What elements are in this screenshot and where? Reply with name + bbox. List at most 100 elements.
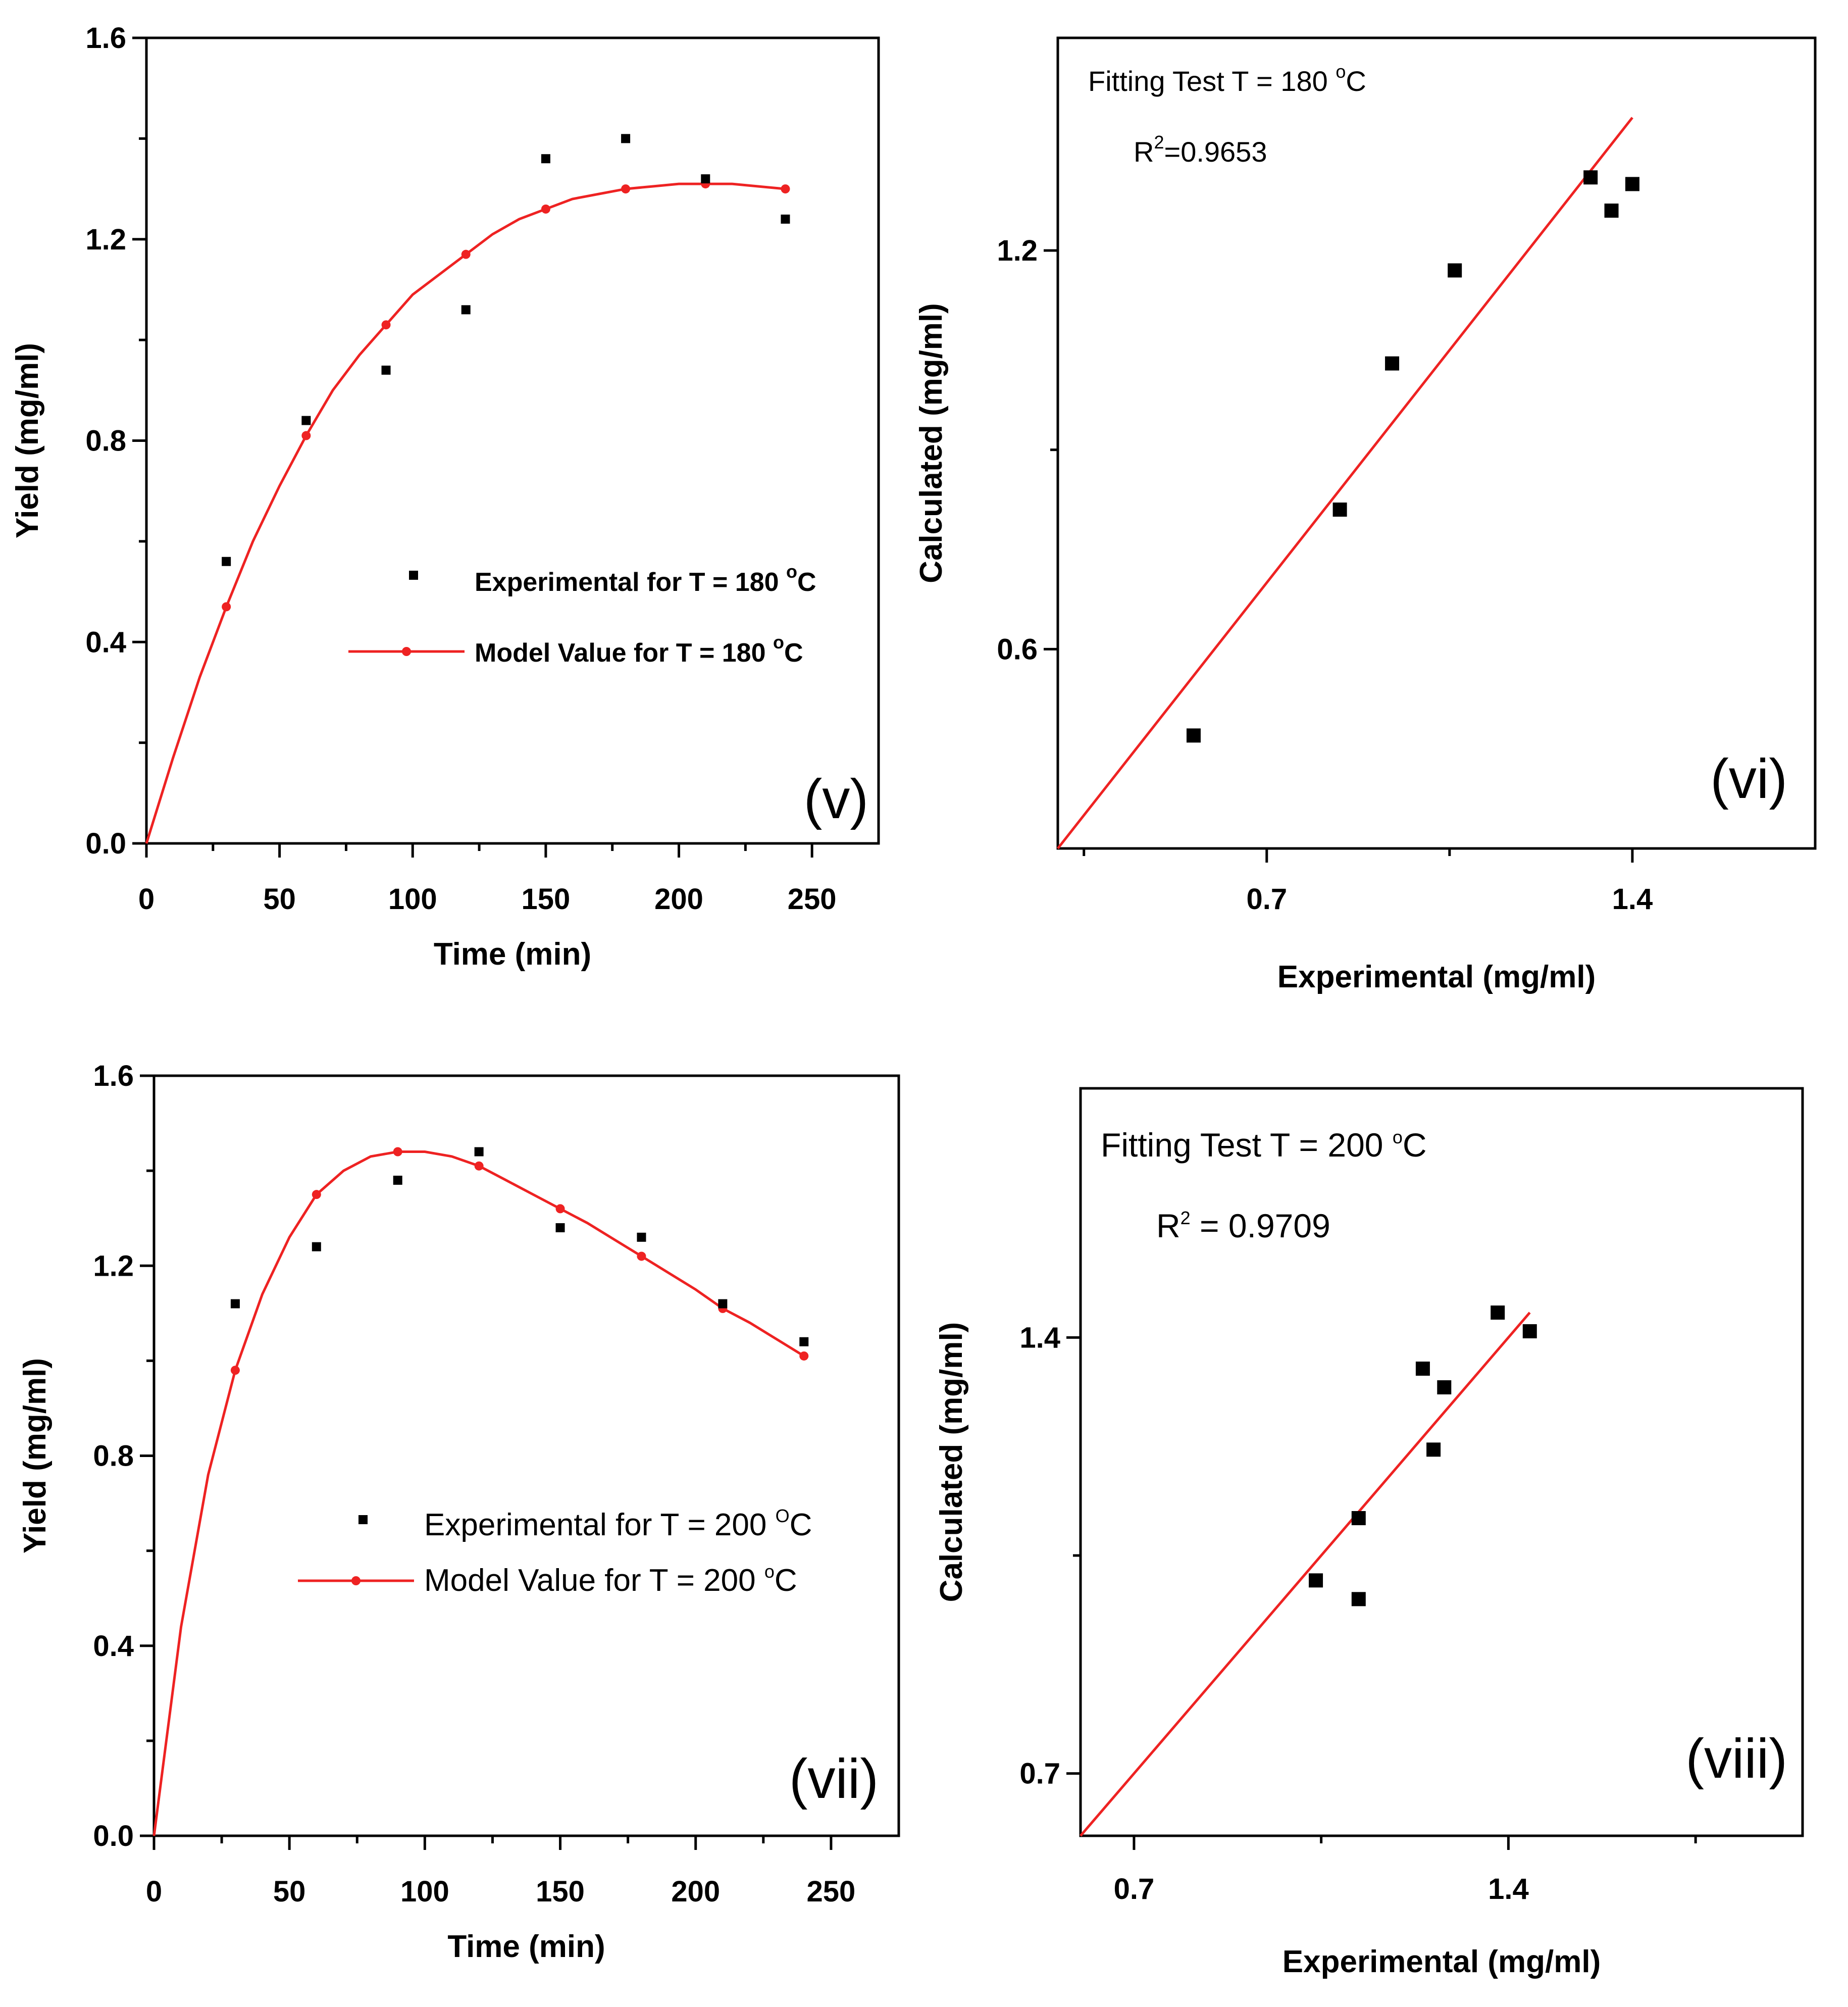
experimental-point: [799, 1337, 809, 1346]
data-point: [1186, 728, 1201, 743]
experimental-point: [461, 305, 471, 315]
x-axis-label: Time (min): [447, 1929, 605, 1964]
panel-vii: 0.0 0.4 0.8 1.2 1.6 0 50 100 150 200 250 Time (min)…: [18, 1060, 900, 1964]
r-squared: R2 = 0.9709: [1156, 1207, 1330, 1244]
y-tick-label: 1.6: [93, 1060, 134, 1092]
x-axis-label: Experimental (mg/ml): [1282, 1944, 1601, 1979]
x-tick-label: 0.7: [1246, 883, 1287, 916]
y-tick-label: 0.4: [85, 626, 126, 659]
fit-title: Fitting Test T = 180 oC: [1088, 61, 1366, 97]
model-point: [555, 1204, 565, 1214]
model-point: [474, 1161, 484, 1171]
x-tick-label: 250: [807, 1875, 856, 1908]
x-tick-label: 100: [400, 1875, 449, 1908]
model-point: [312, 1190, 321, 1199]
x-tick-label: 200: [654, 883, 703, 916]
y-tick-label: 1.2: [93, 1249, 134, 1282]
y-tick-label: 0.0: [93, 1820, 134, 1852]
y-tick-label: 1.6: [85, 22, 126, 55]
y-axis-label: Calculated (mg/ml): [934, 1322, 969, 1602]
panel-label: (vi): [1710, 748, 1787, 810]
data-point: [1583, 170, 1598, 185]
y-tick-label: 0.4: [93, 1630, 134, 1663]
y-tick-label: 1.2: [85, 223, 126, 256]
legend-label-experimental: Experimental for T = 200 OC: [424, 1506, 812, 1542]
data-point: [1604, 204, 1619, 218]
experimental-point: [222, 557, 231, 566]
y-tick-label: 0.8: [85, 425, 126, 458]
x-tick-label: 150: [536, 1875, 585, 1908]
experimental-point: [781, 214, 790, 224]
model-point: [222, 602, 231, 612]
panel-viii: 0.7 1.4 0.7 1.4 Experimental (mg/ml) Calculat…: [934, 1087, 1804, 1979]
y-tick-label: 0.6: [997, 633, 1038, 666]
model-point: [393, 1147, 402, 1157]
panel-label: (vii): [789, 1748, 879, 1810]
legend-marker-experimental: [409, 571, 418, 580]
fit-line: [1080, 1312, 1531, 1837]
plot-frame: [1056, 36, 1817, 850]
data-point: [1437, 1380, 1452, 1394]
y-tick-label: 1.2: [997, 234, 1038, 267]
data-point: [1415, 1362, 1430, 1376]
x-tick-label: 0.7: [1114, 1873, 1155, 1905]
legend-marker-experimental: [358, 1515, 368, 1524]
panel-vi: 0.6 1.2 0.7 1.4 Experimental (mg/ml) Calculat…: [914, 36, 1817, 994]
experimental-point: [718, 1299, 728, 1309]
fit-title: Fitting Test T = 200 oC: [1101, 1126, 1427, 1164]
experimental-point: [230, 1299, 240, 1309]
legend-label-model: Model Value for T = 200 oC: [424, 1561, 797, 1598]
y-axis-label: Yield (mg/ml): [18, 1358, 53, 1553]
model-point: [799, 1351, 809, 1361]
experimental-point: [474, 1147, 484, 1157]
x-tick-label: 0: [146, 1875, 162, 1908]
model-curve: [152, 1150, 805, 1836]
y-tick-label: 0.8: [93, 1440, 134, 1473]
data-point: [1332, 503, 1347, 517]
model-point: [541, 204, 550, 214]
r-squared: R2=0.9653: [1134, 132, 1267, 168]
data-point: [1522, 1324, 1537, 1338]
model-point: [230, 1366, 240, 1375]
experimental-point: [701, 174, 710, 184]
data-point: [1625, 177, 1639, 191]
experimental-point: [301, 416, 311, 425]
x-axis-label: Experimental (mg/ml): [1277, 960, 1596, 994]
model-point: [637, 1251, 646, 1261]
data-point: [1491, 1306, 1505, 1320]
experimental-point: [555, 1223, 565, 1232]
experimental-point: [381, 365, 391, 375]
model-point: [621, 184, 631, 194]
x-tick-label: 1.4: [1612, 883, 1653, 916]
y-axis-label: Calculated (mg/ml): [914, 303, 949, 583]
x-tick-label: 200: [671, 1875, 720, 1908]
experimental-point: [637, 1232, 646, 1242]
data-point: [1385, 356, 1400, 371]
model-curve: [145, 182, 786, 844]
fit-line: [1057, 117, 1633, 849]
experimental-point: [621, 134, 631, 143]
y-axis-label: Yield (mg/ml): [10, 343, 45, 538]
data-point: [1448, 263, 1462, 278]
panel-label: (v): [804, 768, 868, 830]
model-point: [781, 184, 790, 194]
data-point: [1426, 1442, 1441, 1457]
x-tick-label: 100: [388, 883, 437, 916]
x-tick-label: 0: [138, 883, 155, 916]
x-tick-label: 150: [522, 883, 571, 916]
y-tick-label: 0.7: [1019, 1758, 1060, 1790]
plot-frame: [1079, 1087, 1804, 1837]
y-tick-label: 1.4: [1019, 1321, 1060, 1354]
data-point: [1351, 1511, 1366, 1525]
x-tick-label: 50: [263, 883, 296, 916]
panel-label: (viii): [1685, 1728, 1787, 1790]
model-point: [461, 249, 471, 259]
experimental-point: [541, 154, 550, 164]
x-tick-label: 50: [273, 1875, 306, 1908]
data-point: [1351, 1592, 1366, 1607]
legend-label-experimental: Experimental for T = 180 oC: [475, 561, 816, 597]
x-axis-label: Time (min): [434, 937, 591, 972]
legend-label-model: Model Value for T = 180 oC: [475, 632, 803, 668]
y-tick-label: 0.0: [85, 827, 126, 860]
